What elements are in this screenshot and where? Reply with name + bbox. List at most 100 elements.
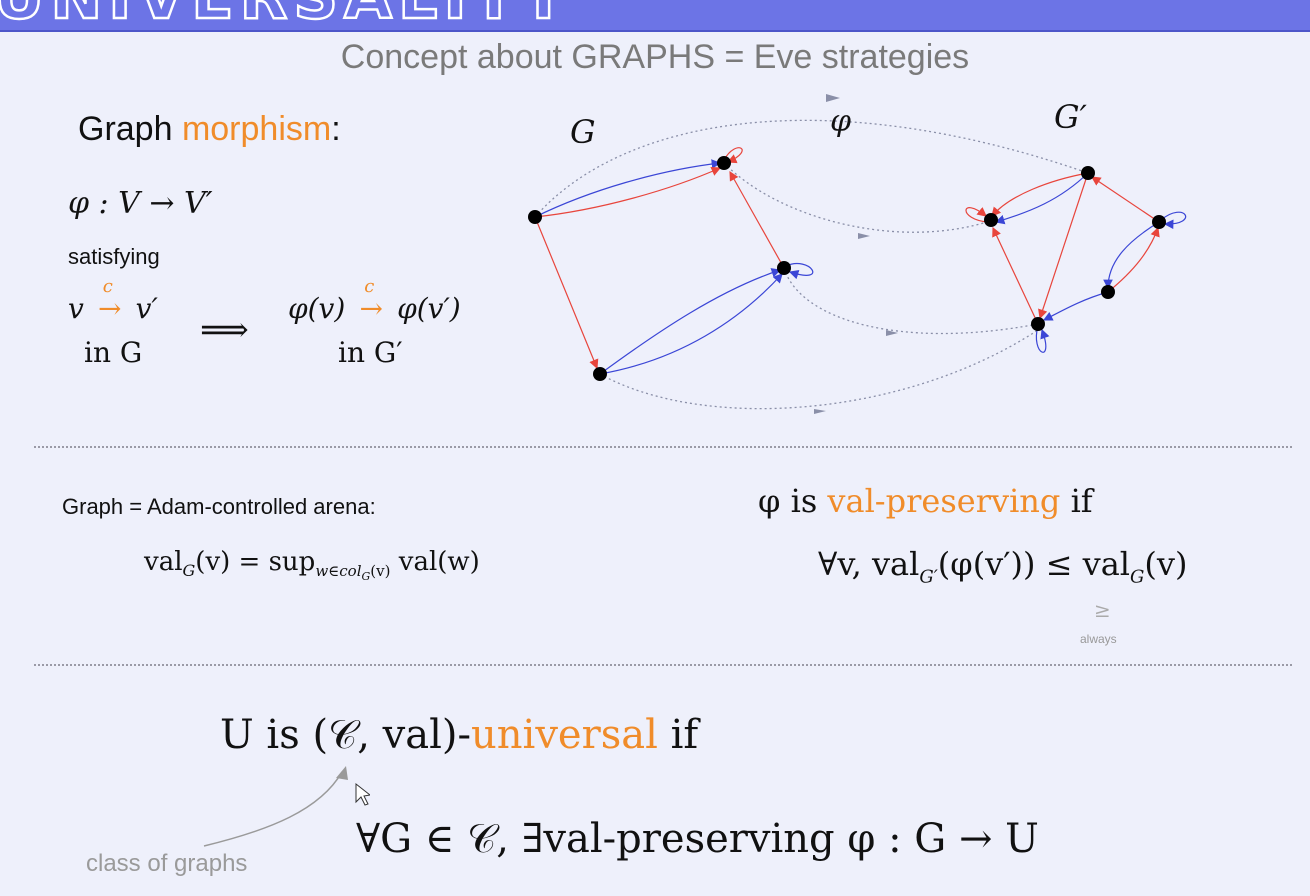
universal-accent: universal <box>471 712 658 758</box>
lhs-edge-label: c <box>102 276 113 297</box>
morphism-heading-accent: morphism <box>181 110 332 148</box>
morphism-diagram <box>528 94 1187 414</box>
edge-Gp-6 <box>1103 221 1160 290</box>
label-phi: φ <box>830 104 852 139</box>
label-G: G <box>570 113 596 151</box>
slide-subtitle: Concept about GRAPHS = Eve strategies <box>340 38 970 76</box>
annotation-arrow-head <box>336 766 348 780</box>
rhs-arrow: c → <box>354 276 388 325</box>
node-Gp-lower-right <box>1101 285 1115 299</box>
implies-symbol: ⟹ <box>200 310 249 350</box>
lhs-from: v <box>68 292 84 325</box>
edge-Gp-5 <box>1091 176 1160 223</box>
edge-G-4 <box>534 216 599 370</box>
node-G-top <box>717 156 731 170</box>
edge-G-1 <box>534 159 722 218</box>
preserving-formula-sub2: G <box>1130 566 1145 588</box>
node-Gp-left <box>984 213 998 227</box>
preserving-formula-sub1: G′ <box>919 566 938 588</box>
edge-Gp-4 <box>992 226 1039 325</box>
rhs-arrow-glyph: → <box>359 292 383 325</box>
edge-Gp-loop <box>965 206 989 223</box>
arena-formula: valG(v) = supw∈colG(v) val(w) <box>144 547 480 583</box>
edge-G-loop-top <box>723 147 743 164</box>
mouse-cursor-icon <box>355 782 370 806</box>
arena-sup-sub2: G <box>361 570 371 584</box>
universal-prefix: U is (𝒞, val)- <box>220 712 472 758</box>
map-formula: φ : V → V′ <box>68 186 213 221</box>
edge-Gp-1 <box>991 172 1089 217</box>
edge-Gp-8 <box>1042 291 1109 321</box>
annotation-arrow <box>203 766 370 847</box>
preserving-formula: ∀v, valG′(φ(v′)) ≤ valG(v) <box>818 545 1187 587</box>
arena-val-sub: G <box>182 561 196 581</box>
edge-Gp-loop-bottom <box>1035 325 1050 353</box>
lhs-in: in G <box>84 336 143 369</box>
edge-G-loop-mid <box>785 262 814 280</box>
morphism-heading-prefix: Graph <box>78 110 182 148</box>
annotation-label: class of graphs <box>86 850 248 877</box>
phi-head-bottom <box>814 409 826 414</box>
edge-G-3 <box>729 170 785 269</box>
universal-heading: U is (𝒞, val)-universal if <box>220 712 698 758</box>
node-G-mid <box>777 261 791 275</box>
universal-formula: ∀G ∈ 𝒞, ∃val-preserving φ : G → U <box>356 816 1039 862</box>
preserving-accent: val-preserving <box>827 482 1061 520</box>
edge-G-5 <box>599 268 782 375</box>
phi-arrow-top <box>534 119 1089 218</box>
rhs-edge: φ(v) c → φ(v′) <box>288 276 461 325</box>
satisfying-label: satisfying <box>68 244 160 269</box>
arena-sup-sub: w∈col <box>315 562 362 581</box>
phi-arrow-middle <box>783 267 1039 335</box>
edge-Gp-3 <box>1038 172 1089 320</box>
preserving-formula-a: ∀v, val <box>818 545 920 583</box>
edge-Gp-7 <box>1107 226 1160 293</box>
preserving-heading: φ is val-preserving if <box>758 482 1093 520</box>
edge-Gp-2 <box>994 172 1089 225</box>
morphism-heading-suffix: : <box>331 110 341 148</box>
phi-arrow-bottom <box>599 329 1039 410</box>
phi-arrowheads <box>814 94 898 414</box>
node-Gp-top <box>1081 166 1095 180</box>
edge-G-2 <box>534 166 722 218</box>
separator-top <box>34 446 1292 448</box>
node-G-bottom <box>593 367 607 381</box>
graph-nodes <box>528 156 1166 381</box>
preserving-suffix: if <box>1060 482 1093 520</box>
node-G-left <box>528 210 542 224</box>
lhs-arrow: c → <box>93 276 127 325</box>
rhs-edge-label: c <box>364 276 375 297</box>
rhs-from: φ(v) <box>288 292 346 325</box>
phi-mapping-arrows <box>534 119 1089 410</box>
arena-sup-sub3: (v) <box>370 562 391 581</box>
edge-G-6 <box>599 273 783 375</box>
annotation-arrow-line <box>203 771 343 847</box>
preserving-formula-b: (φ(v′)) ≤ val <box>937 545 1131 583</box>
phi-head-top <box>826 94 840 102</box>
banner-title: UNIVERSALITY <box>0 0 572 30</box>
graph-G-edges <box>534 147 814 375</box>
always-note: always <box>1080 632 1117 646</box>
title-banner: UNIVERSALITY <box>0 0 1310 32</box>
separator-bottom <box>34 664 1292 666</box>
lhs-edge: v c → v′ <box>68 276 158 325</box>
node-Gp-bottom <box>1031 317 1045 331</box>
label-Gprime: G′ <box>1054 98 1087 136</box>
preserving-prefix: φ is <box>758 482 828 520</box>
rhs-in: in G′ <box>338 336 403 369</box>
rhs-to: φ(v′) <box>397 292 461 325</box>
arena-formula-rest: val(w) <box>390 547 480 577</box>
arena-val: val <box>144 547 183 577</box>
phi-head-middle <box>886 330 898 336</box>
edge-Gp-loop-right <box>1160 211 1187 230</box>
phi-head-upper <box>858 233 870 239</box>
lhs-arrow-glyph: → <box>98 292 122 325</box>
always-ge-symbol: ≥ <box>1094 598 1111 622</box>
node-Gp-right <box>1152 215 1166 229</box>
graph-Gprime-edges <box>965 172 1187 353</box>
morphism-heading: Graph morphism: <box>78 110 341 149</box>
universal-suffix: if <box>657 712 699 758</box>
preserving-formula-c: (v) <box>1144 545 1188 583</box>
lhs-to: v′ <box>135 292 158 325</box>
arena-formula-mid: (v) = sup <box>195 547 316 577</box>
